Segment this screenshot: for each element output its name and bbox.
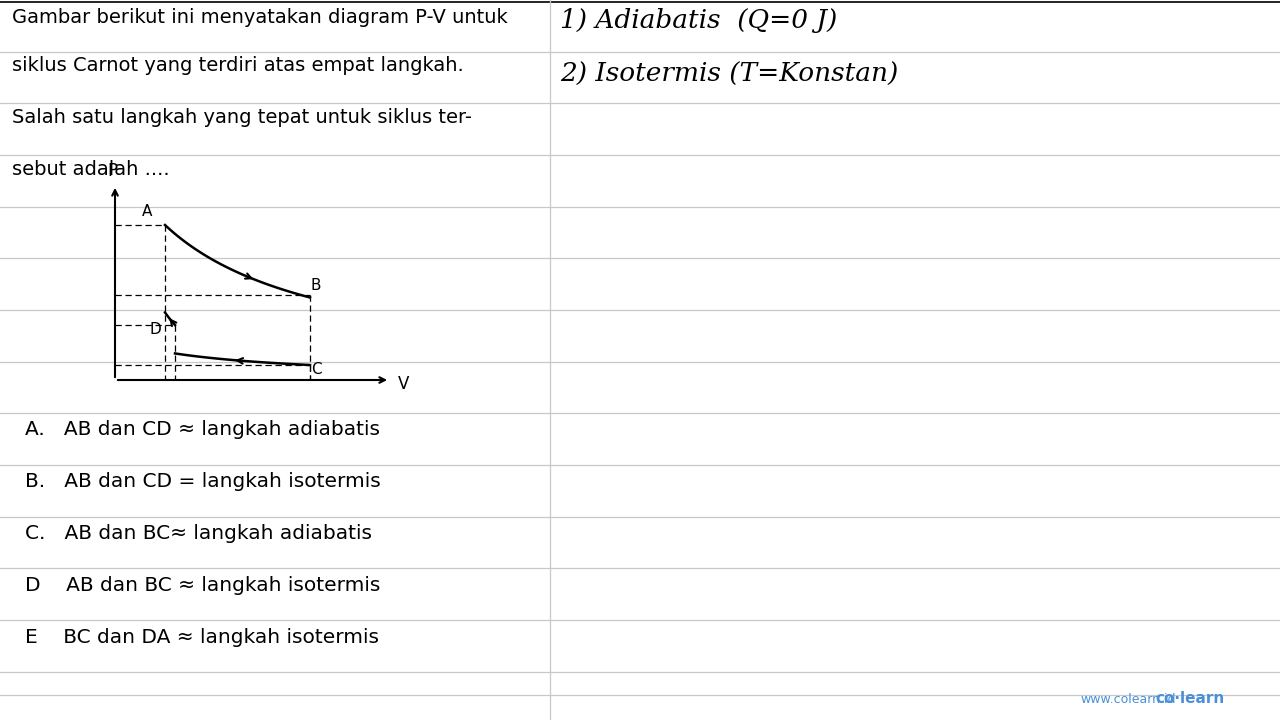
Text: www.colearn.id: www.colearn.id [1080,693,1175,706]
Text: B: B [311,277,321,292]
Text: sebut adalah ....: sebut adalah .... [12,160,170,179]
Text: D: D [150,322,161,336]
Text: Gambar berikut ini menyatakan diagram P-V untuk: Gambar berikut ini menyatakan diagram P-… [12,8,508,27]
Text: B.   AB dan CD = langkah isotermis: B. AB dan CD = langkah isotermis [26,472,380,491]
Text: co·learn: co·learn [1155,691,1224,706]
Text: A.   AB dan CD ≈ langkah adiabatis: A. AB dan CD ≈ langkah adiabatis [26,420,380,439]
Text: E    BC dan DA ≈ langkah isotermis: E BC dan DA ≈ langkah isotermis [26,628,379,647]
Text: C: C [311,361,321,377]
Text: Salah satu langkah yang tepat untuk siklus ter-: Salah satu langkah yang tepat untuk sikl… [12,108,472,127]
Text: P: P [108,162,116,180]
Text: V: V [398,375,410,393]
Text: D    AB dan BC ≈ langkah isotermis: D AB dan BC ≈ langkah isotermis [26,576,380,595]
Text: C.   AB dan BC≈ langkah adiabatis: C. AB dan BC≈ langkah adiabatis [26,524,372,543]
Text: 1) Adiabatis  (Q=0 J): 1) Adiabatis (Q=0 J) [561,8,837,33]
Text: 2) Isotermis (T=Konstan): 2) Isotermis (T=Konstan) [561,62,899,87]
Text: A: A [142,204,152,218]
Text: siklus Carnot yang terdiri atas empat langkah.: siklus Carnot yang terdiri atas empat la… [12,56,463,75]
